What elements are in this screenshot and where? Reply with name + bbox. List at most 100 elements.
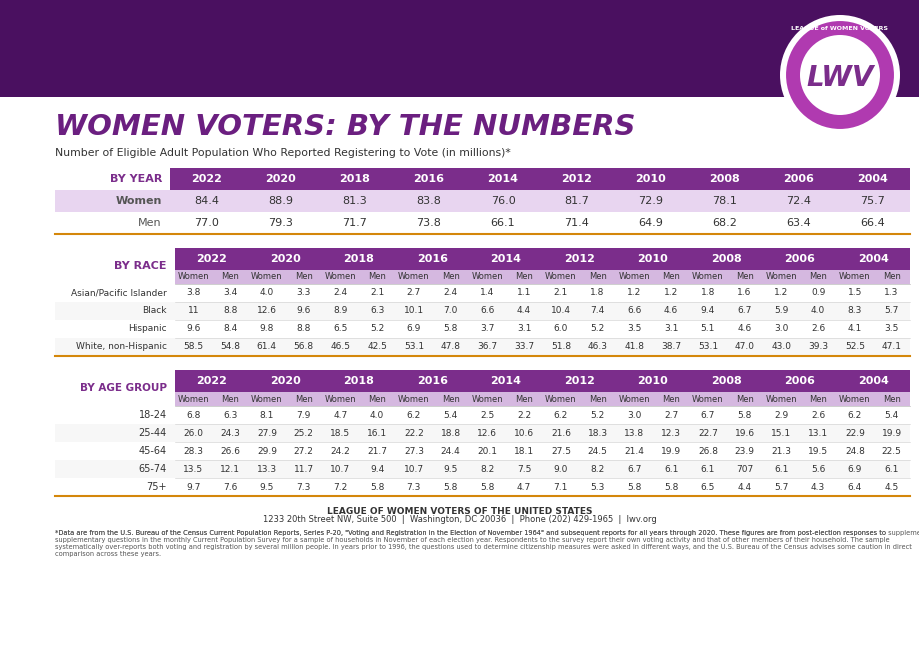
Bar <box>55 190 909 212</box>
Text: Women: Women <box>765 395 797 404</box>
Text: 19.9: 19.9 <box>880 428 901 437</box>
Text: 2022: 2022 <box>191 174 222 184</box>
Text: 1.3: 1.3 <box>883 289 898 297</box>
Text: 24.5: 24.5 <box>587 447 607 456</box>
Text: 38.7: 38.7 <box>661 343 680 352</box>
Text: 24.3: 24.3 <box>220 428 240 437</box>
Text: 13.8: 13.8 <box>624 428 643 437</box>
Bar <box>175 270 909 284</box>
Text: Men: Men <box>294 273 312 282</box>
Text: Men: Men <box>809 395 826 404</box>
Text: Men: Men <box>221 273 239 282</box>
Text: 26.8: 26.8 <box>698 447 717 456</box>
Bar <box>55 460 909 478</box>
Text: 21.3: 21.3 <box>770 447 790 456</box>
Text: 5.7: 5.7 <box>883 306 898 315</box>
Text: 4.4: 4.4 <box>516 306 530 315</box>
Text: Women: Women <box>116 196 162 206</box>
Bar <box>55 442 909 460</box>
Text: 3.4: 3.4 <box>222 289 237 297</box>
Text: 2010: 2010 <box>635 174 665 184</box>
Text: 2008: 2008 <box>709 174 740 184</box>
Text: 10.4: 10.4 <box>550 306 571 315</box>
Text: 21.7: 21.7 <box>367 447 387 456</box>
Text: 2014: 2014 <box>490 376 521 386</box>
Text: 4.0: 4.0 <box>811 306 824 315</box>
Text: 6.5: 6.5 <box>700 482 714 491</box>
Text: 9.6: 9.6 <box>186 324 200 334</box>
Text: 6.2: 6.2 <box>406 411 421 419</box>
Text: 5.1: 5.1 <box>700 324 714 334</box>
Text: 81.3: 81.3 <box>342 196 367 206</box>
Text: 64.9: 64.9 <box>638 218 663 228</box>
Text: 8.8: 8.8 <box>222 306 237 315</box>
Text: 33.7: 33.7 <box>514 343 534 352</box>
Text: Women: Women <box>177 273 209 282</box>
Text: 5.7: 5.7 <box>774 482 788 491</box>
Text: White, non-Hispanic: White, non-Hispanic <box>76 343 167 352</box>
Text: 8.2: 8.2 <box>590 465 604 474</box>
Text: Black: Black <box>142 306 167 315</box>
Text: 3.3: 3.3 <box>296 289 311 297</box>
Text: 7.3: 7.3 <box>406 482 421 491</box>
Text: 79.3: 79.3 <box>268 218 293 228</box>
Text: 12.6: 12.6 <box>256 306 277 315</box>
Text: Men: Men <box>221 395 239 404</box>
Text: Men: Men <box>441 395 460 404</box>
Text: 6.3: 6.3 <box>369 306 384 315</box>
Text: 27.9: 27.9 <box>256 428 277 437</box>
Text: 65-74: 65-74 <box>139 464 167 474</box>
Text: 9.4: 9.4 <box>369 465 384 474</box>
Text: 2008: 2008 <box>710 376 741 386</box>
Text: 5.4: 5.4 <box>883 411 898 419</box>
Text: 19.6: 19.6 <box>733 428 754 437</box>
Text: 2012: 2012 <box>563 254 594 264</box>
Text: 22.2: 22.2 <box>403 428 424 437</box>
Text: 77.0: 77.0 <box>194 218 220 228</box>
Text: 2.9: 2.9 <box>774 411 788 419</box>
Bar <box>55 284 909 302</box>
Text: 7.6: 7.6 <box>222 482 237 491</box>
Text: Asian/Pacific Islander: Asian/Pacific Islander <box>71 289 167 297</box>
Text: 6.6: 6.6 <box>480 306 494 315</box>
Text: 7.4: 7.4 <box>590 306 604 315</box>
Text: 24.4: 24.4 <box>440 447 460 456</box>
Text: 78.1: 78.1 <box>712 196 737 206</box>
Text: 2.6: 2.6 <box>811 324 824 334</box>
Text: 2.7: 2.7 <box>406 289 421 297</box>
Text: Men: Men <box>368 273 386 282</box>
Text: *Data are from the U.S. Bureau of the Census Current Population Reports, Series : *Data are from the U.S. Bureau of the Ce… <box>55 530 911 557</box>
Text: 2004: 2004 <box>857 376 888 386</box>
Text: BY AGE GROUP: BY AGE GROUP <box>80 383 167 393</box>
Text: 3.8: 3.8 <box>186 289 200 297</box>
Text: 2006: 2006 <box>784 254 814 264</box>
Text: 2.2: 2.2 <box>516 411 530 419</box>
Text: 1.5: 1.5 <box>846 289 861 297</box>
Text: 8.3: 8.3 <box>846 306 861 315</box>
Text: 42.5: 42.5 <box>367 343 387 352</box>
Text: 5.8: 5.8 <box>443 324 458 334</box>
Bar <box>175 370 909 392</box>
Text: Women: Women <box>691 273 723 282</box>
Text: Men: Men <box>515 395 532 404</box>
Text: 10.7: 10.7 <box>403 465 424 474</box>
Text: WOMEN VOTERS: BY THE NUMBERS: WOMEN VOTERS: BY THE NUMBERS <box>55 113 635 141</box>
Text: 13.3: 13.3 <box>256 465 277 474</box>
Text: 23.9: 23.9 <box>734 447 754 456</box>
Text: Women: Women <box>618 395 650 404</box>
Text: Men: Men <box>515 273 532 282</box>
Text: 9.4: 9.4 <box>700 306 714 315</box>
Text: 2020: 2020 <box>269 254 301 264</box>
Text: 4.5: 4.5 <box>883 482 898 491</box>
Text: 66.1: 66.1 <box>490 218 515 228</box>
Text: 2014: 2014 <box>490 254 521 264</box>
Text: 6.4: 6.4 <box>846 482 861 491</box>
Text: 54.8: 54.8 <box>220 343 240 352</box>
Text: 63.4: 63.4 <box>786 218 811 228</box>
Text: 2008: 2008 <box>710 254 741 264</box>
Text: 4.7: 4.7 <box>333 411 347 419</box>
Text: 5.4: 5.4 <box>443 411 458 419</box>
Text: 7.0: 7.0 <box>443 306 458 315</box>
Text: Men: Men <box>441 273 460 282</box>
Text: 2.4: 2.4 <box>443 289 457 297</box>
